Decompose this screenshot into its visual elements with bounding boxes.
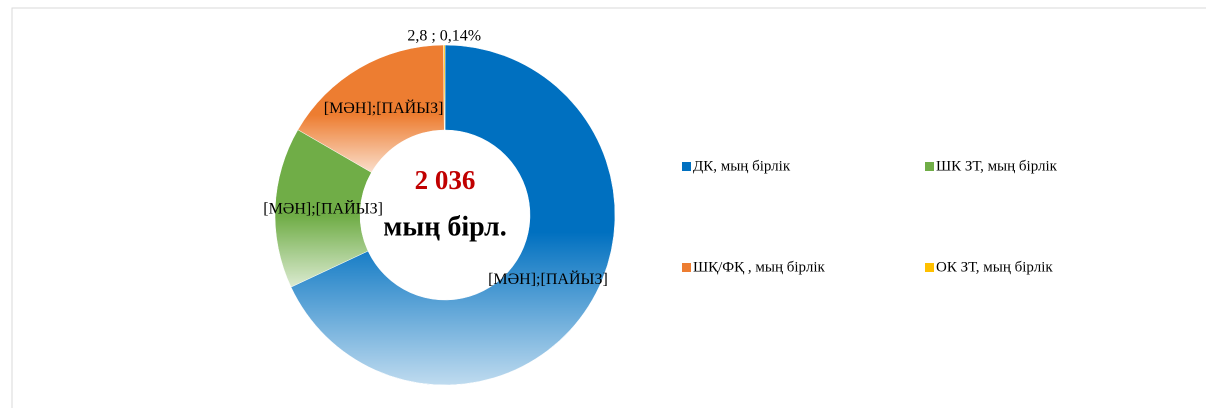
legend-label: ШК ЗТ, мың бірлік xyxy=(936,158,1058,174)
legend-label: ШҚ/ФҚ , мың бірлік xyxy=(693,259,826,275)
data-label: [МӘН];[ПАЙЫЗ] xyxy=(263,198,383,217)
legend-label: ДК, мың бірлік xyxy=(693,158,791,174)
data-label: [МӘН];[ПАЙЫЗ] xyxy=(324,98,444,117)
slice-shade xyxy=(291,45,615,386)
legend-swatch xyxy=(925,263,934,272)
legend-swatch xyxy=(682,263,691,272)
slice-shade xyxy=(275,129,372,288)
legend-label: ОК ЗТ, мың бірлік xyxy=(936,259,1053,275)
data-label: [МӘН];[ПАЙЫЗ] xyxy=(488,269,608,288)
center-value: 2 036 xyxy=(415,165,476,195)
legend-swatch xyxy=(682,162,691,171)
data-label: 2,8 ; 0,14% xyxy=(407,28,481,45)
slice-shade xyxy=(443,45,445,131)
legend-swatch xyxy=(925,162,934,171)
slice-shade xyxy=(297,45,445,173)
center-unit: мың бірл. xyxy=(383,211,506,242)
